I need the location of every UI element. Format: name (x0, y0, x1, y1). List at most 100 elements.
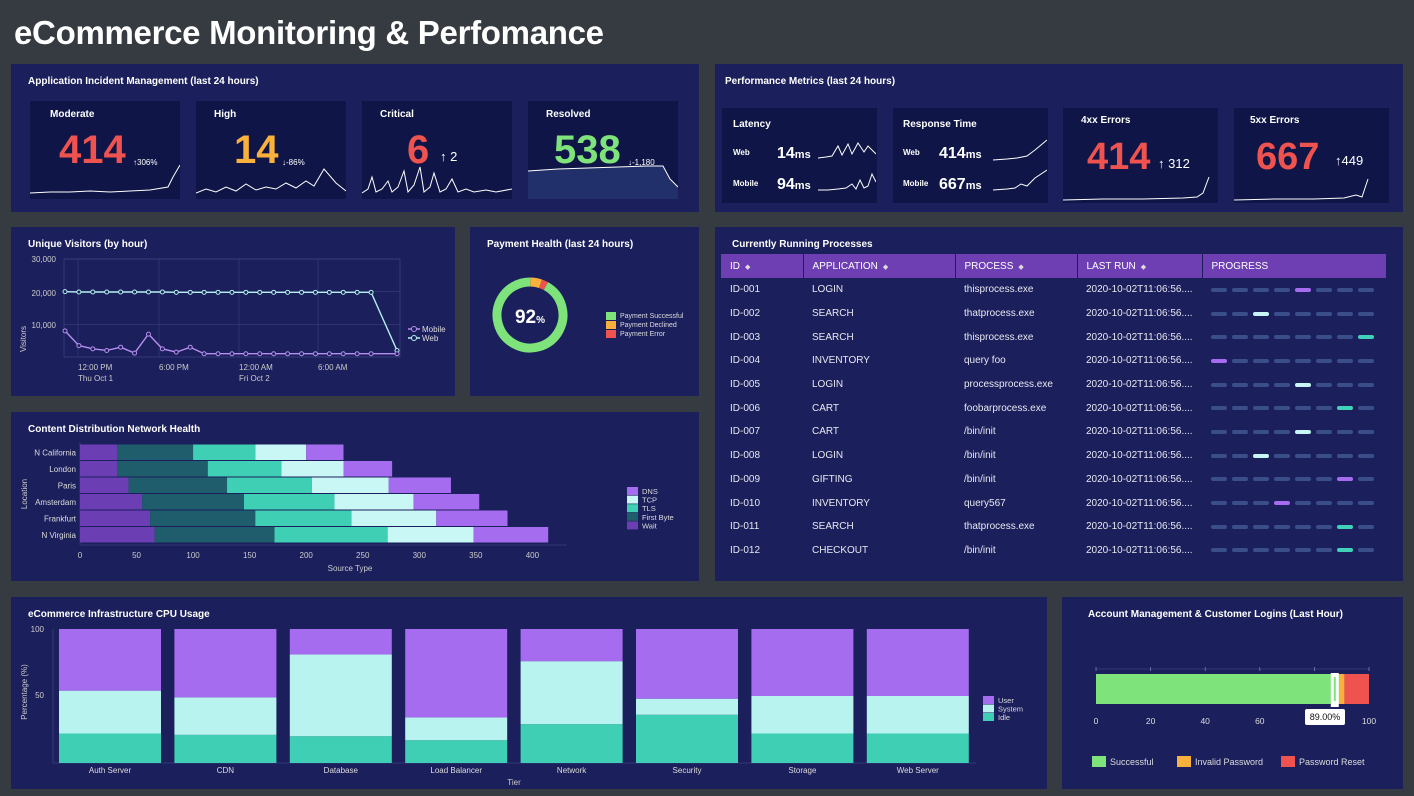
progress-cell (1202, 420, 1387, 444)
progress-indicator (1211, 477, 1387, 482)
table-row[interactable]: ID-007 CART/bin/init 2020-10-02T11:06:56..… (721, 420, 1387, 444)
progress-segment (1358, 287, 1374, 292)
progress-segment (1337, 429, 1353, 434)
legend-mobile[interactable]: Mobile (408, 325, 446, 334)
response-web-label: Web (903, 148, 920, 157)
progress-segment (1274, 524, 1290, 529)
payment-donut-chart[interactable] (490, 275, 570, 355)
data-point (354, 351, 360, 357)
progress-segment (1337, 335, 1353, 340)
progress-segment (1211, 524, 1227, 529)
critical-card[interactable]: Critical 6 ↑ 2 (362, 101, 512, 199)
4xx-value: 414 (1087, 136, 1151, 178)
table-row[interactable]: ID-009 GIFTING/bin/init 2020-10-02T11:06:5… (721, 468, 1387, 492)
bar-segment (117, 444, 194, 460)
table-row[interactable]: ID-012 CHECKOUT/bin/init 2020-10-02T11:06:… (721, 539, 1387, 563)
progress-segment (1232, 358, 1248, 363)
table-cell: CART (812, 402, 840, 414)
data-point (229, 289, 235, 295)
progress-segment (1274, 453, 1290, 458)
latency-card[interactable]: Latency Web 14ms Mobile 94ms (722, 108, 877, 203)
table-cell: LOGIN (812, 284, 844, 296)
cpu-chart[interactable]: Percentage (%) 100 50 Auth Server CDN Data… (11, 597, 1047, 789)
table-row[interactable]: ID-004 INVENTORY query foo 2020-10-02T11:06… (721, 349, 1387, 373)
progress-segment (1232, 382, 1248, 387)
sort-icon[interactable]: ◆ (745, 263, 751, 271)
bar-segment (751, 629, 854, 696)
cdn-panel-title: Content Distribution Network Health (28, 424, 201, 435)
5xx-errors-card[interactable]: 5xx Errors 667 ↑449 (1234, 108, 1389, 203)
progress-segment (1295, 287, 1311, 292)
progress-cell (1202, 491, 1387, 515)
data-point (257, 289, 263, 295)
cpu-panel-title: eCommerce Infrastructure CPU Usage (28, 609, 210, 620)
table-row[interactable]: ID-008 LOGIN/bin/init 2020-10-02T11:06:56.… (721, 444, 1387, 468)
progress-segment (1316, 382, 1332, 387)
resolved-card[interactable]: Resolved 538 ↓-1,180 (528, 101, 678, 199)
legend-invalid-password[interactable]: Invalid Password (1177, 756, 1263, 767)
data-point (76, 289, 82, 295)
logins-chart[interactable]: 020406080100 89.00% (1062, 597, 1403, 789)
high-card[interactable]: High 14 ↓-86% (196, 101, 346, 199)
bar-segment (866, 629, 969, 696)
table-row[interactable]: ID-001 LOGIN thisprocess.exe 2020-10-02T11:… (721, 278, 1387, 302)
legend-web[interactable]: Web (408, 334, 439, 343)
table-cell: ID-006 (730, 402, 761, 414)
progress-segment (1337, 382, 1353, 387)
table-row[interactable]: ID-003 SEARCH thisprocess.exe 2020-10-02T11… (721, 325, 1387, 349)
table-row[interactable]: ID-011 SEARCH thatprocess.exe 2020-10-02T11… (721, 515, 1387, 539)
bar-segment (281, 461, 344, 477)
progress-segment (1295, 548, 1311, 553)
critical-delta: ↑ 2 (440, 149, 458, 164)
data-point (215, 351, 221, 357)
4xx-errors-card[interactable]: 4xx Errors 414 ↑ 312 (1063, 108, 1218, 203)
bar-segment (289, 736, 392, 763)
sort-icon[interactable]: ◆ (882, 263, 889, 271)
bar-segment (866, 696, 969, 734)
column-header-process[interactable]: PROCESS ◆ (955, 254, 1078, 278)
table-row[interactable]: ID-002 SEARCH thatprocess.exe 2020-10-02T11… (721, 302, 1387, 326)
column-header-application[interactable]: APPLICATION ◆ (803, 254, 956, 278)
legend-payment-successful[interactable]: Payment Successful (606, 312, 683, 320)
visitors-chart[interactable]: Visitors 30,000 20,000 10,000 12:00 PM T… (11, 227, 455, 396)
legend-successful[interactable]: Successful (1092, 756, 1154, 767)
column-header-progress[interactable]: PROGRESS (1202, 254, 1387, 278)
progress-segment (1211, 358, 1227, 363)
moderate-card[interactable]: Moderate 414 ↑306% (30, 101, 180, 199)
performance-panel-title: Performance Metrics (last 24 hours) (725, 76, 896, 87)
table-cell: ID-007 (730, 426, 761, 438)
table-row[interactable]: ID-006 CART foobarprocess.exe 2020-10-02T11… (721, 396, 1387, 420)
table-row[interactable]: ID-005 LOGIN processprocess.exe 2020-10-02T… (721, 373, 1387, 397)
table-cell: 2020-10-02T11:06:56.... (1086, 284, 1193, 296)
progress-cell (1202, 349, 1387, 373)
legend-password-reset[interactable]: Password Reset (1281, 756, 1365, 767)
progress-segment (1232, 477, 1248, 482)
sort-icon[interactable]: ◆ (1018, 263, 1024, 271)
table-cell: INVENTORY (812, 497, 870, 509)
table-cell: SEARCH (812, 308, 854, 320)
progress-segment (1253, 335, 1269, 340)
4xx-label: 4xx Errors (1081, 115, 1131, 126)
legend-swatch (627, 495, 638, 504)
response-mobile-value: 667ms (939, 176, 982, 193)
table-row[interactable]: ID-010 INVENTORY query567 2020-10-02T11:06:… (721, 491, 1387, 515)
cdn-chart[interactable]: Location N California London Paris Amsterda… (11, 412, 699, 581)
x-tick-label: Network (557, 766, 587, 775)
donut-slice (492, 277, 568, 353)
visitors-panel: Unique Visitors (by hour) Visitors 30,00… (11, 227, 455, 396)
progress-cell (1202, 278, 1387, 302)
progress-segment (1358, 311, 1374, 316)
legend-swatch (1177, 756, 1191, 767)
legend-payment-declined[interactable]: Payment Declined (606, 321, 677, 329)
4xx-delta: ↑ 312 (1158, 156, 1190, 171)
data-point (145, 289, 151, 295)
column-header-id[interactable]: ID ◆ (721, 254, 804, 278)
table-header-row: ID ◆ APPLICATION ◆ PROCESS ◆ LAST RUN ◆ PROG… (721, 254, 1387, 278)
response-time-card[interactable]: Response Time Web 414ms Mobile 667ms (893, 108, 1048, 203)
legend-payment-error[interactable]: Payment Error (606, 330, 665, 338)
resolved-value: 538 (554, 128, 621, 172)
progress-segment (1295, 406, 1311, 411)
column-header-last-run[interactable]: LAST RUN ◆ (1077, 254, 1203, 278)
progress-indicator (1211, 406, 1387, 411)
sort-icon[interactable]: ◆ (1140, 263, 1147, 271)
